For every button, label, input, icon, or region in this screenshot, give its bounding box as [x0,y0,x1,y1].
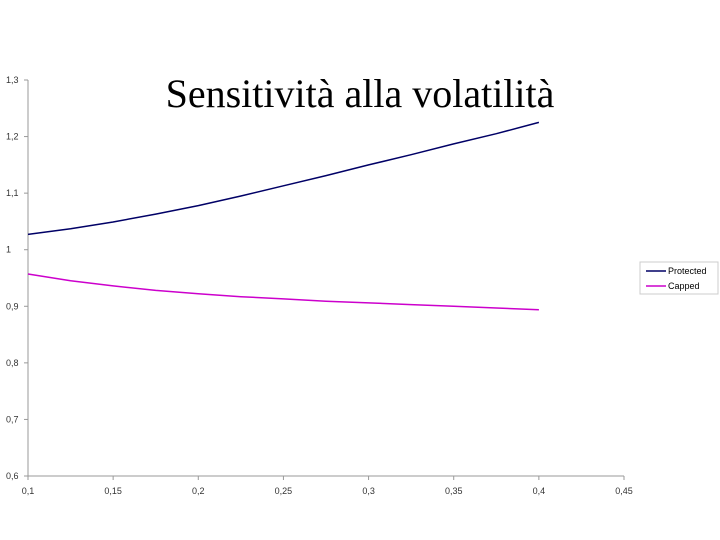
y-tick-label: 0,7 [6,414,19,424]
y-tick-label: 1,3 [6,75,19,85]
y-tick-label: 0,9 [6,301,19,311]
x-tick-label: 0,35 [445,486,463,496]
y-tick-label: 1 [6,245,11,255]
legend-label: Capped [668,281,700,291]
x-tick-label: 0,2 [192,486,205,496]
x-tick-label: 0,3 [362,486,375,496]
axes: 0,6 0,7 0,8 0,9 1 1,1 1,2 1,3 0,1 0,15 0,2 0,25 0,3 0… [6,75,633,496]
series-line-protected [27,121,540,236]
x-tick-label: 0,1 [22,486,35,496]
series-line-capped [27,273,539,311]
y-tick-label: 0,6 [6,471,19,481]
y-tick-label: 1,2 [6,132,19,142]
x-tick-label: 0,4 [533,486,546,496]
x-tick-label: 0,15 [104,486,122,496]
y-tick-label: 0,8 [6,358,19,368]
y-tick-label: 1,1 [6,188,19,198]
x-tick-label: 0,45 [615,486,633,496]
legend-label: Protected [668,266,707,276]
legend: Protected Capped [639,261,719,295]
series-lines [27,121,540,311]
x-tick-label: 0,25 [275,486,293,496]
legend-box [639,261,719,295]
